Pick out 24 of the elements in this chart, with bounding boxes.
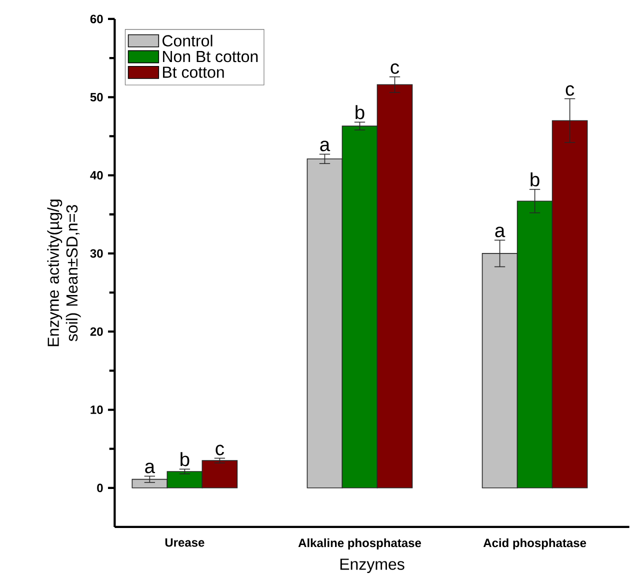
legend-label: Bt cotton [163,66,224,78]
x-tick-label: Acid phosphatase [483,538,586,550]
annotation: c [390,63,400,74]
y-tick-label: 60 [90,14,103,24]
y-axis-title: Enzyme activity(µg/g soil) Mean±SD,n=3 [47,200,81,346]
annotation: b [356,105,364,120]
legend-label: Control [162,34,212,46]
legend-label: Non Bt cotton [163,51,258,62]
x-tick-label: Urease [165,538,204,547]
annotation: a [145,462,156,474]
y-tick-label: 20 [90,327,103,336]
y-tick-label: 10 [90,406,103,414]
y-tick-label: 40 [90,171,103,180]
annotation: c [216,444,224,456]
y-tick-label: 30 [90,249,103,258]
x-tick-label: Alkaline phosphatase [298,538,422,550]
annotation: a [495,226,506,238]
y-tick-label: 50 [90,92,103,102]
annotation: b [180,452,190,466]
annotation: a [320,140,330,152]
y-tick-label: 0 [97,484,103,492]
x-axis-title: Enzymes [340,558,404,574]
annotation: c [566,85,574,96]
annotation: b [530,172,540,186]
